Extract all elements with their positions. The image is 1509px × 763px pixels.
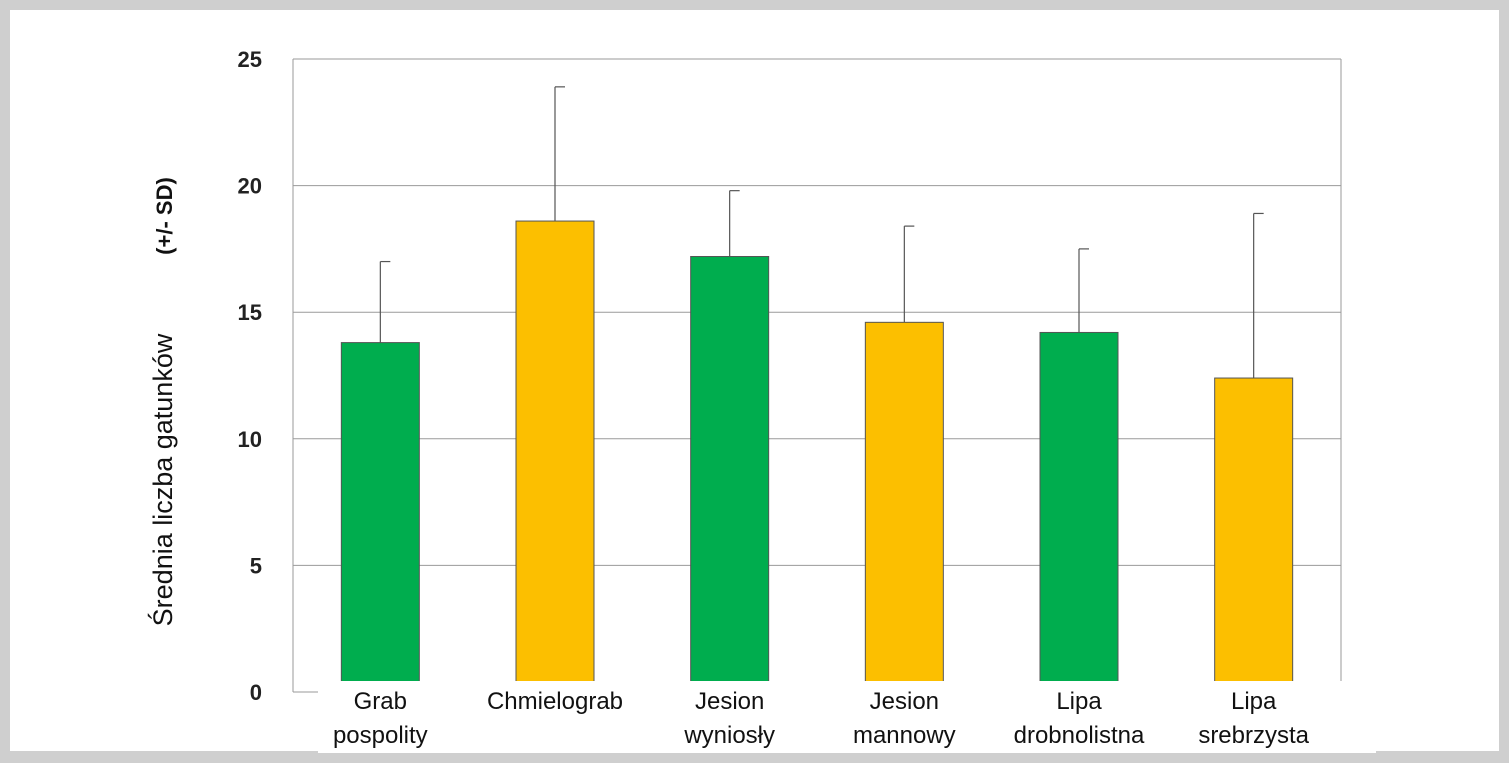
category-label-line: Grab — [354, 688, 407, 715]
y-tick-labels: 0 5 10 15 20 25 — [238, 47, 262, 705]
bar — [340, 342, 420, 693]
category-label: Lipa srebrzysta — [1198, 688, 1309, 749]
y-axis-title: Średnia liczba gatunków — [146, 333, 178, 626]
y-tick-label: 5 — [250, 553, 262, 578]
category-label-line: mannowy — [853, 722, 956, 749]
error-bars — [379, 86, 1264, 379]
y-tick-label: 15 — [238, 300, 262, 325]
y-tick-label: 10 — [238, 427, 262, 452]
category-label: Jesion wyniosły — [683, 688, 775, 749]
category-label-line: wyniosły — [683, 722, 775, 749]
category-label-line: Chmielograb — [487, 688, 623, 715]
category-label: Lipa drobnolistna — [1014, 688, 1145, 749]
category-label-line: Lipa — [1231, 688, 1277, 715]
category-label: Chmielograb — [487, 688, 623, 715]
y-tick-label: 0 — [250, 680, 262, 705]
category-label: Grab pospolity — [333, 688, 428, 749]
category-label: Jesion mannowy — [853, 688, 956, 749]
category-label-line: Jesion — [695, 688, 764, 715]
category-label-panel — [318, 681, 1376, 753]
bars — [340, 220, 1294, 693]
y-axis-label: Średnia liczba gatunków (+/- SD) — [146, 177, 178, 626]
category-label-line: srebrzysta — [1198, 722, 1309, 749]
bar — [515, 220, 595, 693]
category-label-line: pospolity — [333, 722, 428, 749]
bar — [1039, 331, 1119, 693]
y-tick-label: 25 — [238, 47, 262, 72]
bar — [1214, 377, 1294, 693]
y-axis-title-sd: (+/- SD) — [152, 177, 177, 255]
category-label-line: Jesion — [870, 688, 939, 715]
y-tick-label: 20 — [238, 174, 262, 199]
bar — [864, 321, 944, 693]
grid-lines — [292, 58, 1342, 693]
category-label-line: drobnolistna — [1014, 722, 1145, 749]
bar — [690, 255, 770, 693]
category-label-line: Lipa — [1056, 688, 1102, 715]
